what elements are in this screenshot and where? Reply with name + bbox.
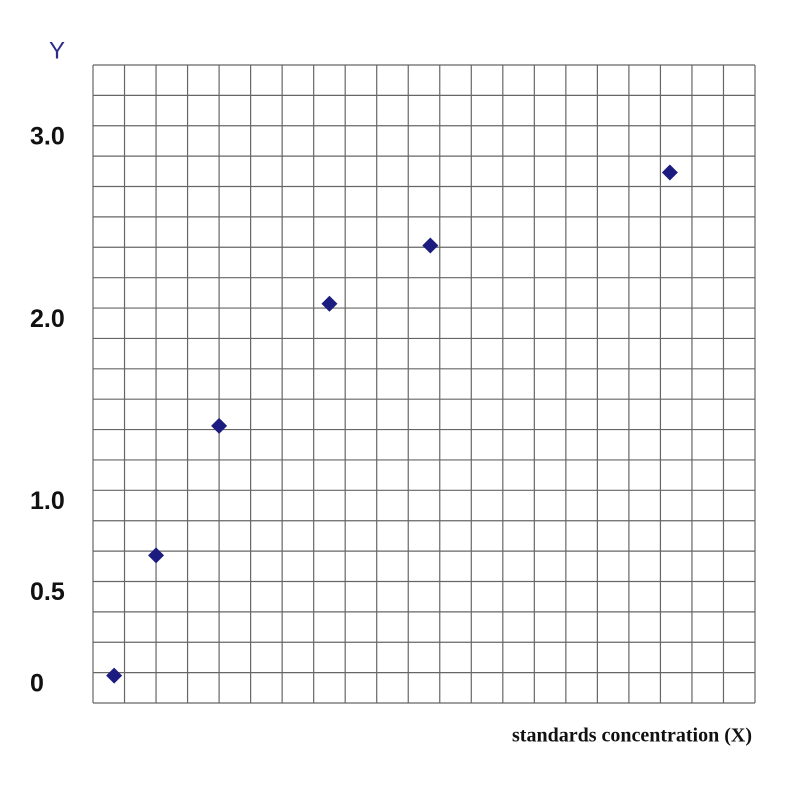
data-point (422, 237, 439, 254)
y-tick-label: 2.0 (30, 305, 65, 333)
data-point (148, 547, 165, 564)
data-point (321, 295, 338, 312)
y-tick-label: 1.0 (30, 487, 65, 515)
data-point (211, 417, 228, 434)
y-tick-label: 0.5 (30, 578, 65, 606)
y-axis-label: Y (49, 37, 65, 64)
data-point (661, 164, 678, 181)
y-tick-label: 0 (30, 669, 44, 697)
x-axis-label: standards concentration (X) (512, 725, 752, 747)
y-tick-label: 3.0 (30, 123, 65, 151)
data-point (106, 667, 123, 684)
